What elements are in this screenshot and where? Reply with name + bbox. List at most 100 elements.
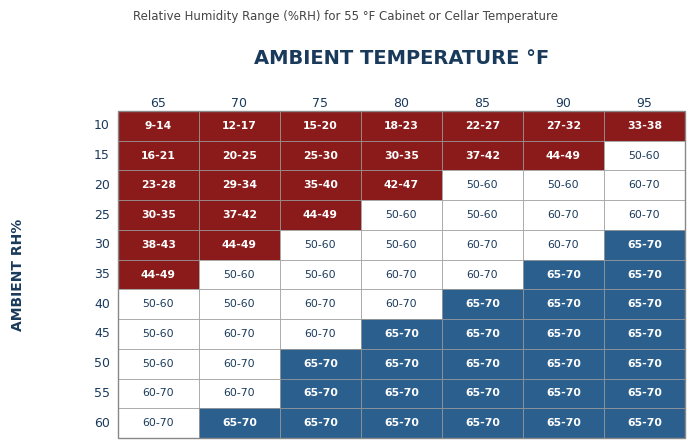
Text: 65-70: 65-70 bbox=[465, 359, 500, 369]
Text: 30-35: 30-35 bbox=[384, 151, 419, 160]
Bar bbox=[523, 319, 604, 349]
Text: 44-49: 44-49 bbox=[303, 210, 338, 220]
Bar bbox=[604, 408, 685, 438]
Text: 65-70: 65-70 bbox=[627, 359, 662, 369]
Text: 30: 30 bbox=[94, 238, 110, 251]
Text: 50-60: 50-60 bbox=[142, 329, 174, 339]
Text: 50-60: 50-60 bbox=[466, 180, 498, 190]
Bar bbox=[523, 260, 604, 289]
Bar bbox=[280, 260, 361, 289]
Text: 60-70: 60-70 bbox=[142, 418, 174, 428]
Bar bbox=[604, 230, 685, 260]
Text: 55: 55 bbox=[94, 387, 110, 400]
Bar bbox=[199, 349, 280, 379]
Bar bbox=[442, 200, 523, 230]
Text: 50-60: 50-60 bbox=[305, 270, 337, 280]
Bar bbox=[361, 379, 442, 408]
Text: 35-40: 35-40 bbox=[303, 180, 338, 190]
Bar bbox=[118, 260, 199, 289]
Text: 50-60: 50-60 bbox=[224, 270, 255, 280]
Text: 44-49: 44-49 bbox=[222, 240, 257, 250]
Text: 65-70: 65-70 bbox=[465, 329, 500, 339]
Text: Relative Humidity Range (%RH) for 55 °F Cabinet or Cellar Temperature: Relative Humidity Range (%RH) for 55 °F … bbox=[133, 9, 558, 22]
Text: 50-60: 50-60 bbox=[386, 240, 417, 250]
Bar bbox=[199, 289, 280, 319]
Bar bbox=[199, 408, 280, 438]
Text: 25-30: 25-30 bbox=[303, 151, 338, 160]
Text: 15-20: 15-20 bbox=[303, 121, 338, 131]
Bar bbox=[604, 141, 685, 170]
Bar bbox=[523, 408, 604, 438]
Text: AMBIENT RH%: AMBIENT RH% bbox=[11, 218, 25, 331]
Text: 60-70: 60-70 bbox=[548, 210, 579, 220]
Bar bbox=[442, 319, 523, 349]
Text: 9-14: 9-14 bbox=[145, 121, 172, 131]
Text: 50-60: 50-60 bbox=[224, 299, 255, 309]
Bar bbox=[523, 200, 604, 230]
Bar bbox=[118, 379, 199, 408]
Text: 65-70: 65-70 bbox=[384, 418, 419, 428]
Text: 65-70: 65-70 bbox=[384, 388, 419, 398]
Bar bbox=[199, 141, 280, 170]
Text: 50-60: 50-60 bbox=[142, 359, 174, 369]
Text: 65-70: 65-70 bbox=[384, 359, 419, 369]
Text: 50-60: 50-60 bbox=[305, 240, 337, 250]
Bar bbox=[118, 349, 199, 379]
Bar bbox=[118, 200, 199, 230]
Text: 10: 10 bbox=[94, 119, 110, 132]
Text: 65-70: 65-70 bbox=[465, 299, 500, 309]
Text: 35: 35 bbox=[94, 268, 110, 281]
Text: 65-70: 65-70 bbox=[546, 359, 581, 369]
Bar bbox=[280, 200, 361, 230]
Text: 65: 65 bbox=[151, 96, 167, 109]
Bar bbox=[199, 319, 280, 349]
Text: 22-27: 22-27 bbox=[465, 121, 500, 131]
Text: 33-38: 33-38 bbox=[627, 121, 662, 131]
Text: 80: 80 bbox=[393, 96, 410, 109]
Text: 50-60: 50-60 bbox=[548, 180, 579, 190]
Text: AMBIENT TEMPERATURE °F: AMBIENT TEMPERATURE °F bbox=[254, 48, 549, 68]
Bar bbox=[118, 319, 199, 349]
Bar bbox=[280, 319, 361, 349]
Text: 37-42: 37-42 bbox=[222, 210, 257, 220]
Text: 65-70: 65-70 bbox=[384, 329, 419, 339]
Text: 65-70: 65-70 bbox=[303, 359, 338, 369]
Bar bbox=[442, 111, 523, 141]
Bar bbox=[442, 289, 523, 319]
Bar bbox=[199, 170, 280, 200]
Bar bbox=[523, 289, 604, 319]
Text: 65-70: 65-70 bbox=[546, 418, 581, 428]
Text: 60-70: 60-70 bbox=[224, 359, 255, 369]
Text: 60-70: 60-70 bbox=[142, 388, 174, 398]
Bar bbox=[442, 408, 523, 438]
Bar bbox=[361, 111, 442, 141]
Bar bbox=[604, 260, 685, 289]
Bar bbox=[361, 289, 442, 319]
Bar bbox=[442, 379, 523, 408]
Text: 16-21: 16-21 bbox=[141, 151, 176, 160]
Bar bbox=[199, 230, 280, 260]
Text: 45: 45 bbox=[94, 327, 110, 340]
Bar bbox=[604, 111, 685, 141]
Bar bbox=[523, 111, 604, 141]
Bar bbox=[118, 408, 199, 438]
Text: 60: 60 bbox=[94, 417, 110, 430]
Text: 23-28: 23-28 bbox=[141, 180, 176, 190]
Bar bbox=[118, 111, 685, 438]
Bar bbox=[280, 230, 361, 260]
Text: 30-35: 30-35 bbox=[141, 210, 176, 220]
Bar bbox=[118, 170, 199, 200]
Text: 75: 75 bbox=[312, 96, 328, 109]
Text: 60-70: 60-70 bbox=[386, 299, 417, 309]
Text: 65-70: 65-70 bbox=[465, 388, 500, 398]
Bar bbox=[118, 230, 199, 260]
Text: 20-25: 20-25 bbox=[222, 151, 257, 160]
Text: 20: 20 bbox=[94, 179, 110, 192]
Text: 15: 15 bbox=[94, 149, 110, 162]
Bar bbox=[604, 319, 685, 349]
Text: 44-49: 44-49 bbox=[141, 270, 176, 280]
Text: 65-70: 65-70 bbox=[627, 240, 662, 250]
Bar bbox=[523, 141, 604, 170]
Bar bbox=[199, 200, 280, 230]
Text: 65-70: 65-70 bbox=[465, 418, 500, 428]
